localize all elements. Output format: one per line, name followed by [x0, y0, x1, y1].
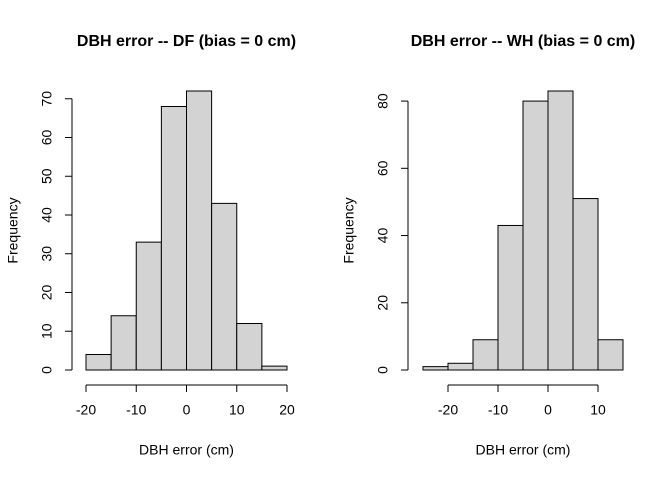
- y-tick-label: 20: [375, 295, 391, 311]
- bar: [186, 90, 213, 371]
- bar: [522, 100, 549, 371]
- y-tick-label: 20: [39, 285, 55, 301]
- y-tick-label: 80: [375, 93, 391, 109]
- bar: [110, 315, 137, 371]
- x-tick-label: 10: [590, 402, 606, 418]
- y-tick-label: 0: [375, 366, 391, 374]
- x-tick-label: -20: [438, 402, 458, 418]
- bar: [572, 198, 599, 371]
- chart-title: DBH error -- DF (bias = 0 cm): [77, 33, 296, 50]
- bar: [547, 90, 574, 371]
- y-tick-label: 0: [39, 366, 55, 374]
- x-tick-label: -10: [488, 402, 508, 418]
- y-axis-label: Frequency: [5, 197, 21, 263]
- y-tick-label: 40: [375, 228, 391, 244]
- y-tick-label: 60: [375, 160, 391, 176]
- bar: [261, 365, 288, 371]
- bar: [211, 202, 238, 371]
- y-tick-label: 60: [39, 130, 55, 146]
- bar: [85, 354, 112, 371]
- bar: [160, 106, 187, 371]
- bar: [447, 362, 474, 371]
- bar: [472, 339, 499, 371]
- x-tick-label: 0: [544, 402, 552, 418]
- bar: [135, 241, 162, 371]
- y-tick-label: 10: [39, 323, 55, 339]
- x-tick-label: -10: [126, 402, 146, 418]
- x-axis-label: DBH error (cm): [139, 442, 234, 458]
- bar: [422, 366, 449, 371]
- y-tick-label: 30: [39, 246, 55, 262]
- y-tick-label: 50: [39, 168, 55, 184]
- chart-title: DBH error -- WH (bias = 0 cm): [411, 33, 635, 50]
- bar: [597, 339, 624, 371]
- bar: [236, 323, 263, 371]
- x-tick-label: 10: [229, 402, 245, 418]
- y-tick-label: 70: [39, 91, 55, 107]
- y-tick-label: 40: [39, 207, 55, 223]
- x-axis-label: DBH error (cm): [476, 442, 571, 458]
- x-tick-label: 0: [183, 402, 191, 418]
- x-tick-label: 20: [279, 402, 295, 418]
- x-tick-label: -20: [76, 402, 96, 418]
- y-axis-label: Frequency: [341, 197, 357, 263]
- bar: [497, 224, 524, 371]
